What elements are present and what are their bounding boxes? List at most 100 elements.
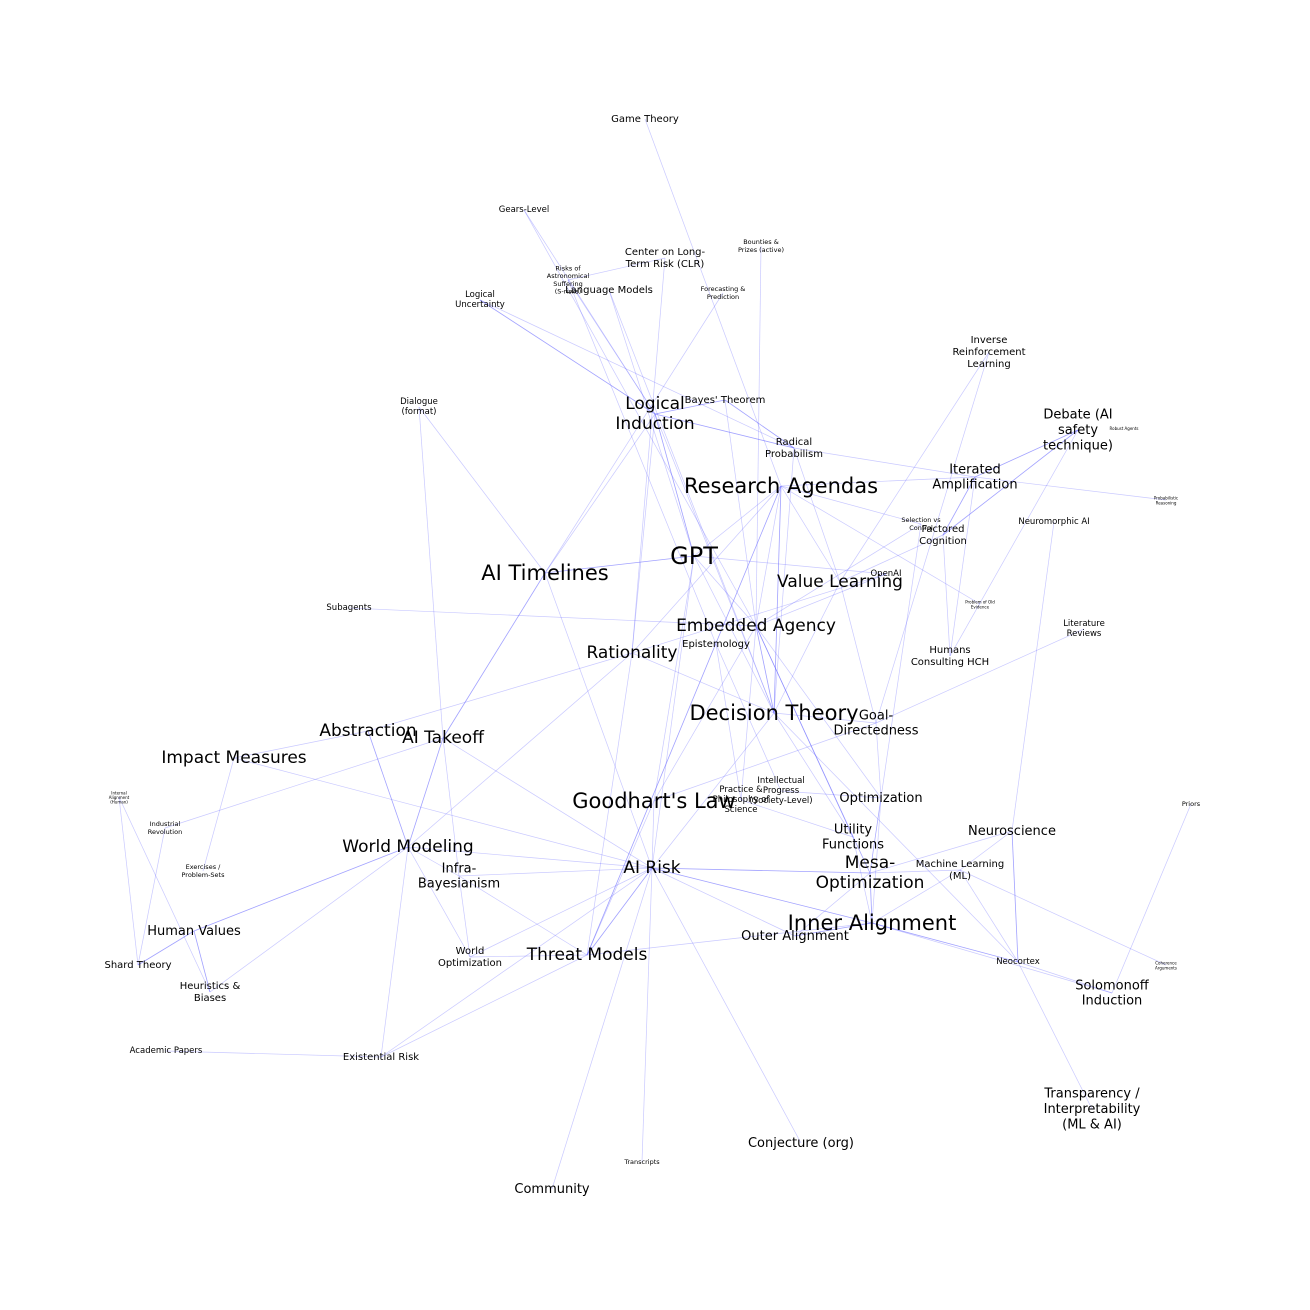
node-label-line: GPT [670,542,718,570]
edge-threat_models-world_optimization [469,954,588,958]
edge-abstraction-impact_measures [233,730,369,759]
edge-openai-rationality [631,573,887,654]
edge-selection_control-embedded_agency [755,523,922,627]
node-label-line: Decision Theory [689,701,858,725]
edge-subagents-embedded_agency [348,607,757,627]
edge-clr-risks_suffering [567,257,666,281]
node-label-line: Term Risk (CLR) [625,258,705,269]
node-label-line: Bayes' Theorem [685,395,766,406]
node-label-line: Consulting HCH [911,656,989,667]
node-label-line: Existential Risk [343,1052,419,1063]
edge-gpt-ai_risk [651,555,695,869]
node-label-line: Humans [929,645,970,656]
edge-goal_directedness-literature_reviews [875,628,1085,724]
edge-embedded_agency-practice_philosophy [740,625,757,801]
edge-ai_risk-transcripts [641,867,653,1163]
node-subagents: Subagents [326,603,372,613]
node-label-line: (ML) [949,870,971,881]
edge-logical_induction-radical_prob [654,413,795,449]
edge-embedded_agency-mesa_optimization [755,625,871,874]
node-transcripts: Transcripts [623,1158,660,1166]
edge-optimization-mesa_optimization [869,797,882,874]
edge-solomonoff-priors [1111,803,1192,994]
node-label-line: Suffering [553,280,582,288]
node-existential-risk: Existential Risk [343,1052,419,1063]
edge-embedded_agency-decision_theory [755,625,775,714]
edge-mesa_optimization-ai_risk [651,867,871,874]
node-mesa-optimization: Mesa-Optimization [816,853,925,893]
node-label-line: Optimization [438,957,502,968]
node-world-optimization: World Optimization [438,946,502,969]
node-neocortex: Neocortex [996,957,1040,967]
edge-decision_theory-neocortex [773,712,1019,963]
edge-dialogue-ai_takeoff [418,406,444,739]
node-label-line: (Society-Level) [749,796,812,806]
node-label-line: Language Models [565,285,653,296]
node-neuromorphic: Neuromorphic AI [1018,517,1089,527]
node-label-line: Alignment [109,795,130,800]
edge-research_agendas-iterated_amp [780,476,976,487]
edge-ai_risk-community [551,867,653,1190]
node-label-line: Game Theory [611,114,679,125]
node-impact-measures: Impact Measures [161,748,306,768]
edge-intellectual_progress-optimization [780,790,882,799]
node-gears-level: Gears-Level [499,205,549,215]
node-label-line: Probabilism [765,448,823,459]
node-label-line: Community [514,1182,590,1197]
node-label-line: Machine Learning [916,859,1004,870]
edge-gpt-goodharts_law [653,555,695,802]
edge-research_agendas-decision_theory [773,485,782,714]
edge-ai_risk-inner_alignment [651,867,873,924]
node-label-line: Robust Agents [1110,426,1139,431]
node-label-line: Logical [625,394,685,414]
node-label-line: OpenAI [870,569,901,579]
edge-logical_uncertainty-radical_prob [479,299,795,449]
edge-world_modeling-infra_bayesianism [407,846,460,877]
node-label-line: AI Risk [623,858,680,878]
node-label-line: Internal [111,790,126,795]
edge-inverse_rl-value_learning [839,351,990,583]
node-literature-reviews: Literature Reviews [1063,619,1105,639]
node-label-line: Infra- [442,861,477,876]
node-label-line: Subagents [326,603,372,613]
node-label-line: Philosophy of [713,795,771,805]
node-label-line: Control [909,524,933,532]
node-label-line: Progress [763,786,800,796]
node-human-values: Human Values [147,924,241,939]
edge-goodharts_law-ai_risk [651,800,655,869]
edge-rationality-decision_theory [631,652,775,714]
node-label-line: Inverse [971,335,1008,346]
edge-iterated_amp-factored_cognition [942,476,976,536]
edge-factored_cognition-humans_hch [942,534,951,657]
edge-logical_induction-rationality [631,413,656,654]
node-label-line: Amplification [932,477,1017,492]
node-abstraction: Abstraction [319,721,416,741]
node-label-line: World Modeling [342,837,473,857]
node-label-line: Conjecture (org) [748,1136,854,1151]
edge-decision_theory-ai_risk [651,712,775,869]
node-heuristics-biases: Heuristics & Biases [180,981,241,1004]
edge-research_agendas-selection_control [780,485,922,525]
node-selection-control: Selection vs Control [901,516,941,532]
node-label-line: Industrial [150,820,181,828]
edge-goal_directedness-optimization [875,722,882,799]
node-epistemology: Epistemology [682,639,750,650]
node-label-line: Dialogue [400,397,438,407]
edge-academic_papers-existential_risk [165,1050,382,1058]
edge-inner_alignment-threat_models [586,922,873,956]
node-label-line: Rationality [586,643,677,663]
node-game-theory: Game Theory [611,114,679,125]
node-label-line: Risks of [555,264,581,272]
edge-factored_cognition-value_learning [839,534,944,583]
edge-dialogue-ai_timelines [418,406,546,574]
edge-debate-humans_hch [949,429,1079,657]
edge-rationality-threat_models [586,652,633,956]
node-label-line: (S-risks) [555,288,582,296]
node-industrial-revolution: Industrial Revolution [148,820,182,836]
edge-inner_alignment-solomonoff [871,922,1113,994]
edge-language_models-decision_theory [608,289,775,714]
edge-logical_induction-decision_theory [654,413,775,714]
edge-neuroscience-mesa_optimization [869,830,1013,874]
edge-ai_risk-outer_alignment [651,867,796,937]
edge-industrial_revolution-shard_theory [137,827,166,966]
